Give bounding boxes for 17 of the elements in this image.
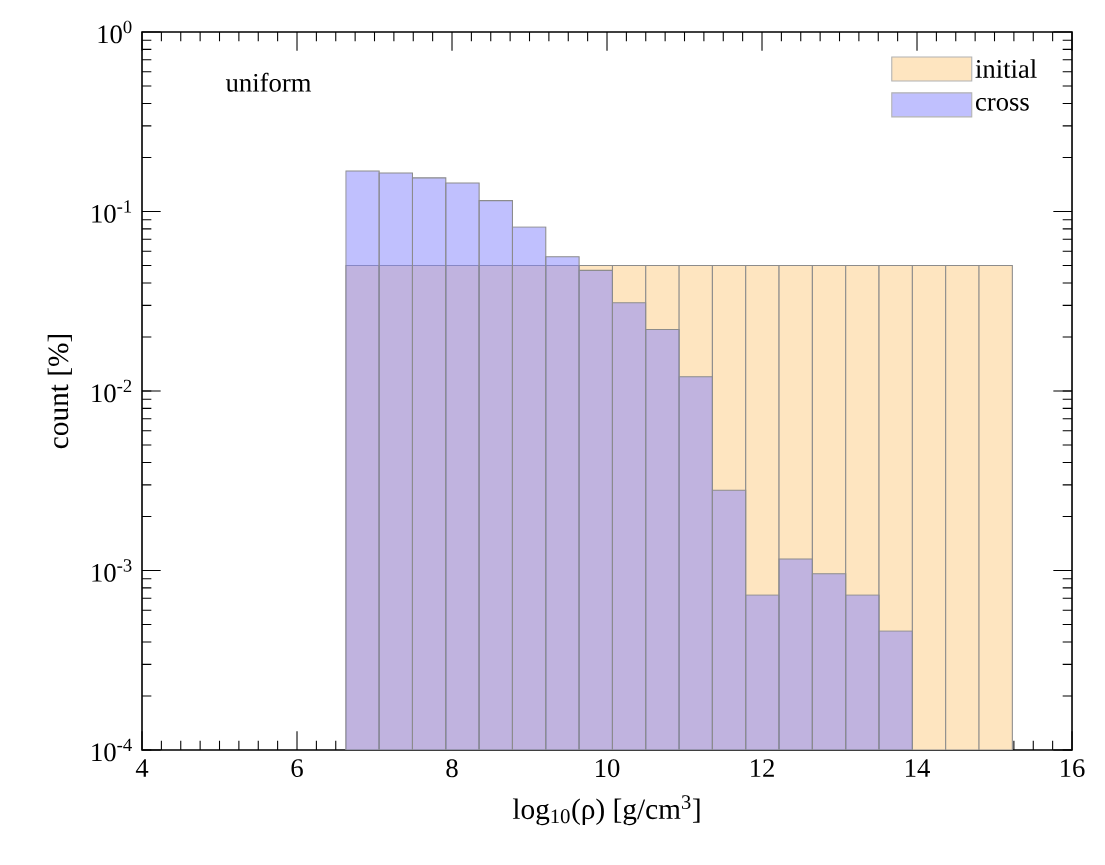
y-tick-label: 10$^{0}$ (98, 20, 132, 44)
x-axis-title: log$_{10}$(ρ) [g/cm$^{3}$] (512, 795, 700, 826)
y-tick-label: 10$^{-2}$ (92, 379, 132, 403)
annotation: uniform (225, 72, 312, 92)
x-tick-label: 6 (291, 759, 303, 778)
x-tick-label: 4 (135, 759, 149, 777)
y-tick-label: 10$^{-3}$ (92, 559, 132, 582)
x-tick-label: 8 (446, 759, 458, 778)
legend-label: initial (975, 59, 1037, 78)
x-tick-label: 12 (751, 759, 774, 777)
y-tick-label: 10$^{-1}$ (92, 200, 132, 223)
y-axis-title: count [%] (47, 334, 72, 449)
y-tick-label: 10$^{-4}$ (92, 738, 132, 762)
x-tick-label: 10 (596, 759, 620, 778)
x-tick-label: 14 (906, 759, 930, 777)
x-tick-label: 16 (1061, 759, 1085, 778)
legend-label: cross (975, 97, 1029, 111)
